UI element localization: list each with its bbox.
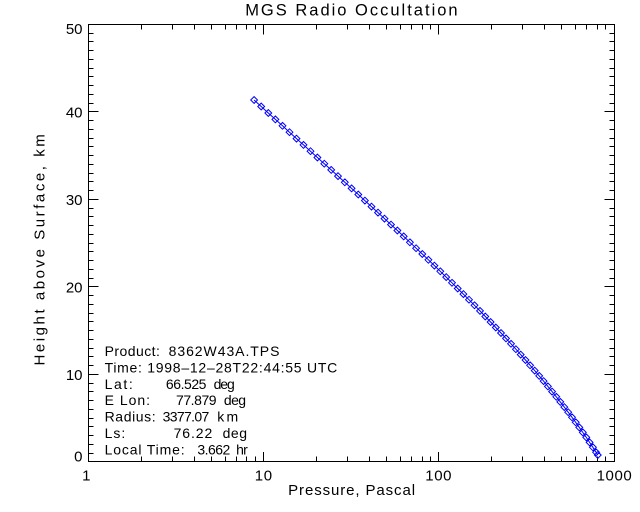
svg-text:8362W43A.TPS: 8362W43A.TPS: [169, 343, 281, 359]
svg-text:1998–12–28T22:44:55 UTC: 1998–12–28T22:44:55 UTC: [147, 359, 338, 375]
svg-text:E Lon:: E Lon:: [105, 392, 151, 408]
svg-text:Ls:: Ls:: [105, 425, 127, 441]
svg-text:Pressure, Pascal: Pressure, Pascal: [288, 482, 416, 499]
svg-text:3.662: 3.662: [197, 441, 230, 457]
svg-text:Time:: Time:: [105, 359, 143, 375]
svg-text:Product:: Product:: [105, 343, 161, 359]
svg-text:deg: deg: [214, 376, 234, 392]
svg-text:20: 20: [66, 280, 83, 297]
svg-text:10: 10: [66, 367, 83, 384]
svg-text:40: 40: [66, 104, 83, 121]
svg-text:deg: deg: [223, 425, 248, 441]
svg-text:0: 0: [74, 449, 82, 466]
svg-text:Height above Surface, km: Height above Surface, km: [32, 132, 49, 366]
svg-text:Lat:: Lat:: [105, 376, 135, 392]
svg-text:77.879: 77.879: [176, 392, 217, 408]
svg-text:hr: hr: [236, 441, 248, 457]
svg-text:Local Time:: Local Time:: [105, 441, 186, 457]
svg-text:Radius:: Radius:: [105, 409, 157, 425]
svg-text:deg: deg: [224, 392, 246, 408]
svg-text:66.525: 66.525: [166, 376, 207, 392]
svg-text:3377.07: 3377.07: [163, 409, 210, 425]
svg-text:MGS Radio Occultation: MGS Radio Occultation: [245, 2, 459, 20]
svg-text:km: km: [217, 409, 240, 425]
svg-text:100: 100: [425, 467, 452, 484]
svg-text:50: 50: [66, 21, 83, 38]
svg-text:30: 30: [66, 192, 83, 209]
svg-text:10: 10: [255, 467, 273, 484]
svg-text:1: 1: [82, 467, 90, 484]
svg-text:1000: 1000: [597, 467, 633, 484]
svg-text:76.22: 76.22: [174, 425, 214, 441]
